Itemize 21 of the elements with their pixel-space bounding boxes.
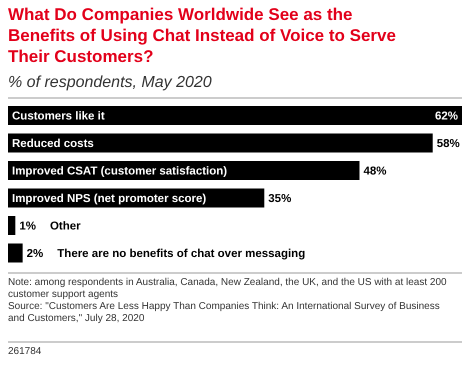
data-label: 62% bbox=[434, 110, 458, 122]
text: Note: among respondents in Australia, Canada, New Zealand, the UK, and the US with at least 200 customer support agents bbox=[8, 277, 448, 300]
y-tick-label: Customers like it bbox=[12, 110, 105, 122]
data-label: 1% bbox=[19, 220, 36, 232]
source-note: Source: "Customers Are Less Happy Than Companies Think: An International Survey of Business and Customers," July 28, 2020 bbox=[8, 301, 440, 324]
y-tick-label: There are no benefits of chat over messaging bbox=[57, 248, 306, 260]
text: 261784 bbox=[8, 346, 42, 357]
data-label: 58% bbox=[436, 138, 460, 150]
bar bbox=[8, 106, 462, 125]
y-tick-label: Other bbox=[50, 220, 82, 232]
y-tick-label: Improved NPS (net promoter score) bbox=[12, 193, 206, 205]
data-label: 48% bbox=[363, 166, 387, 178]
bar bbox=[8, 244, 23, 262]
bar bbox=[8, 134, 433, 152]
bar bbox=[8, 216, 16, 235]
data-label: 35% bbox=[268, 193, 292, 205]
chart-subtitle: % of respondents, May 2020 bbox=[8, 74, 212, 91]
chart-title: What Do Companies Worldwide See as the Benefits of Using Chat Instead of Voice to Serve Their Customers? bbox=[8, 5, 396, 66]
y-tick-label: Reduced costs bbox=[12, 138, 94, 150]
data-label: 2% bbox=[26, 248, 44, 260]
y-tick-label: Improved CSAT (customer satisfaction) bbox=[12, 166, 228, 178]
